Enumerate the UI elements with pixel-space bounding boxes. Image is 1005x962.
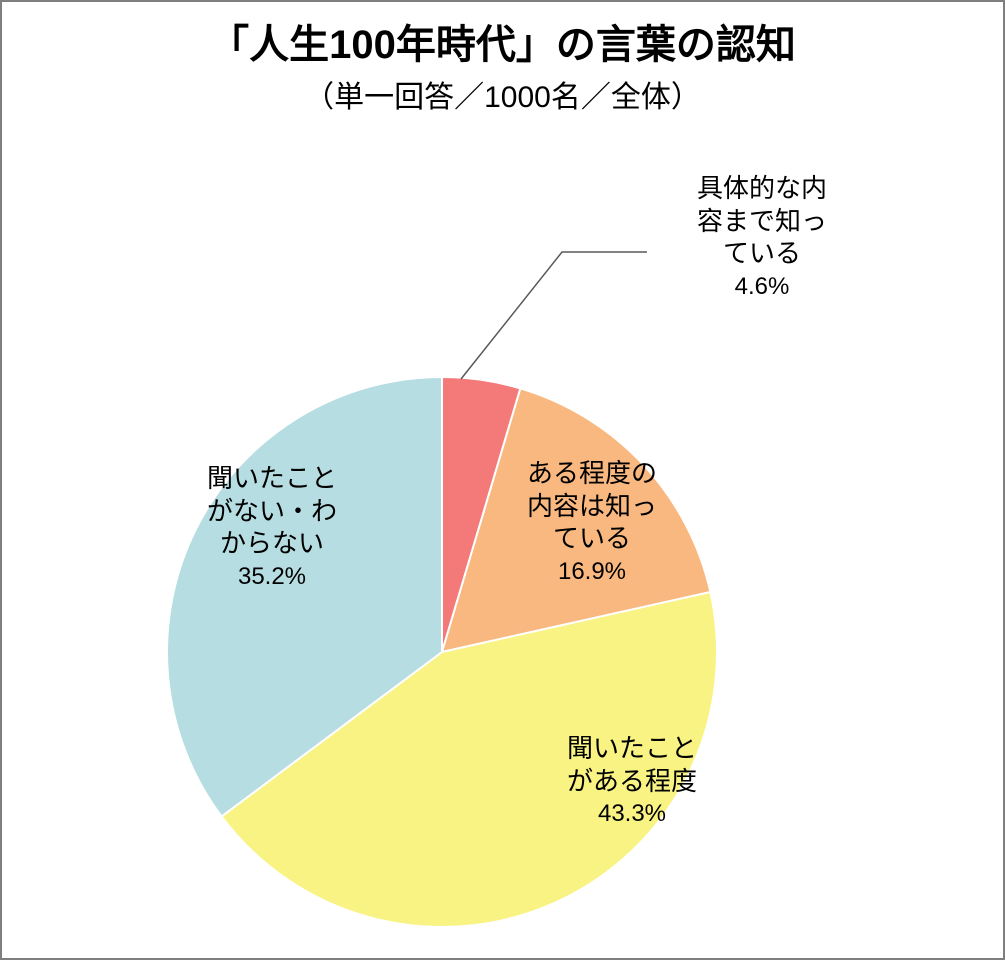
- pie-chart-area: 具体的な内容まで知っている4.6%ある程度の内容は知っている16.9%聞いたこと…: [2, 152, 1003, 918]
- leader-line: [461, 252, 647, 379]
- chart-title: 「人生100年時代」の言葉の認知: [2, 20, 1003, 70]
- pie-chart-svg: [2, 152, 1005, 962]
- chart-subtitle: （単一回答／1000名／全体）: [2, 72, 1003, 116]
- chart-frame: 「人生100年時代」の言葉の認知 （単一回答／1000名／全体） 具体的な内容ま…: [0, 0, 1005, 960]
